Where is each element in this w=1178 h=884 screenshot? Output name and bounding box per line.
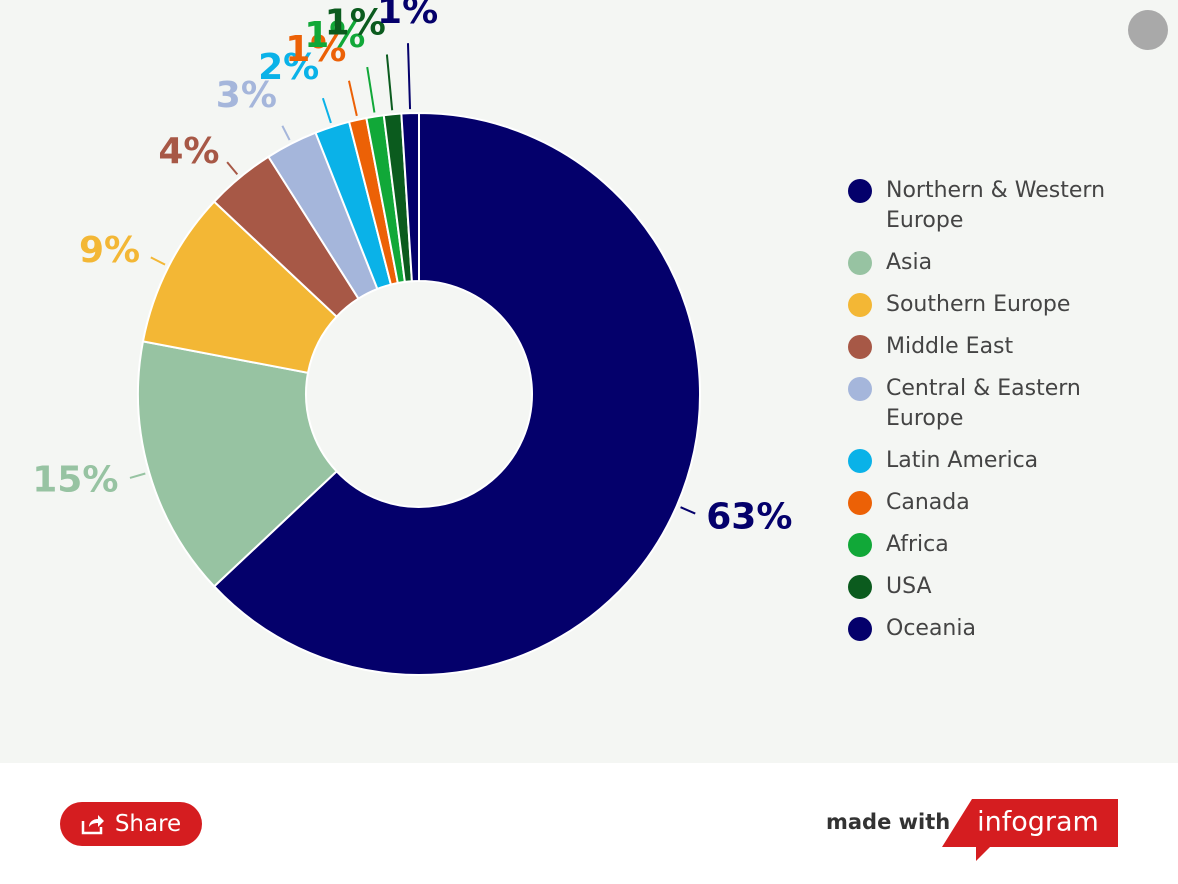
legend-label: USA bbox=[886, 574, 932, 599]
made-with: made with bbox=[826, 810, 951, 834]
legend-label: Africa bbox=[886, 532, 949, 557]
legend-label: Oceania bbox=[886, 616, 976, 641]
leader-line bbox=[348, 80, 358, 117]
slice bbox=[212, 111, 701, 676]
legend-label: Canada bbox=[886, 490, 970, 515]
leader-line bbox=[226, 161, 239, 176]
legend-label: Asia bbox=[886, 250, 933, 275]
share-button[interactable]: Share bbox=[60, 802, 202, 846]
value-label: 63% bbox=[706, 496, 792, 537]
leader-line bbox=[366, 66, 376, 113]
value-label: 1% bbox=[325, 3, 386, 44]
legend-item[interactable]: Oceania bbox=[846, 614, 1156, 644]
value-label: 3% bbox=[216, 75, 277, 116]
legend-swatch bbox=[848, 491, 872, 515]
value-label: 1% bbox=[377, 0, 438, 32]
legend-swatch bbox=[848, 617, 872, 641]
share-label: Share bbox=[114, 811, 182, 837]
legend-item[interactable]: Africa bbox=[846, 530, 1156, 560]
legend-item[interactable]: Southern Europe bbox=[846, 290, 1156, 320]
slice bbox=[400, 111, 420, 283]
leader-line bbox=[321, 97, 332, 124]
value-label: 9% bbox=[79, 230, 140, 271]
leader-line bbox=[680, 506, 696, 515]
legend-swatch bbox=[848, 533, 872, 557]
legend-label: Central & Eastern Europe bbox=[886, 376, 1081, 431]
legend-swatch bbox=[848, 179, 872, 203]
legend-item[interactable]: Canada bbox=[846, 488, 1156, 518]
legend-label: Northern & Western Europe bbox=[886, 178, 1106, 233]
legend-label: Middle East bbox=[886, 334, 1014, 359]
leader-line bbox=[406, 43, 412, 110]
legend-item[interactable]: Asia bbox=[846, 248, 1156, 278]
value-label: 1% bbox=[285, 29, 346, 70]
legend-item[interactable]: Middle East bbox=[846, 332, 1156, 362]
value-label: 1% bbox=[304, 15, 365, 56]
legend-label: Southern Europe bbox=[886, 292, 1071, 317]
value-label: 2% bbox=[258, 47, 319, 88]
legend-swatch bbox=[848, 293, 872, 317]
legend-swatch bbox=[848, 377, 872, 401]
brand-text: infogram bbox=[977, 807, 1099, 838]
legend-swatch bbox=[848, 575, 872, 599]
legend-item[interactable]: Central & Eastern Europe bbox=[846, 374, 1156, 434]
chart: 63%15%9%4%3%2%1%1%1%1% bbox=[32, 0, 792, 676]
share-icon-button[interactable] bbox=[1128, 10, 1168, 50]
leader-line bbox=[129, 472, 146, 479]
legend-swatch bbox=[848, 251, 872, 275]
legend-item[interactable]: Northern & Western Europe bbox=[846, 176, 1156, 236]
value-label: 4% bbox=[158, 131, 219, 172]
share-icon bbox=[81, 815, 104, 835]
slice bbox=[137, 340, 339, 588]
value-label: 15% bbox=[32, 459, 118, 500]
brand-logo[interactable]: infogram bbox=[942, 799, 1118, 861]
legend-item[interactable]: Latin America bbox=[846, 446, 1156, 476]
leader-line bbox=[281, 125, 291, 141]
legend-swatch bbox=[848, 449, 872, 473]
leader-line bbox=[150, 256, 166, 266]
legend-swatch bbox=[848, 335, 872, 359]
legend-item[interactable]: USA bbox=[846, 572, 1156, 602]
legend-label: Latin America bbox=[886, 448, 1039, 473]
leader-line bbox=[385, 54, 394, 111]
legend: Northern & Western Europe Asia Southern Eu… bbox=[846, 176, 1156, 656]
